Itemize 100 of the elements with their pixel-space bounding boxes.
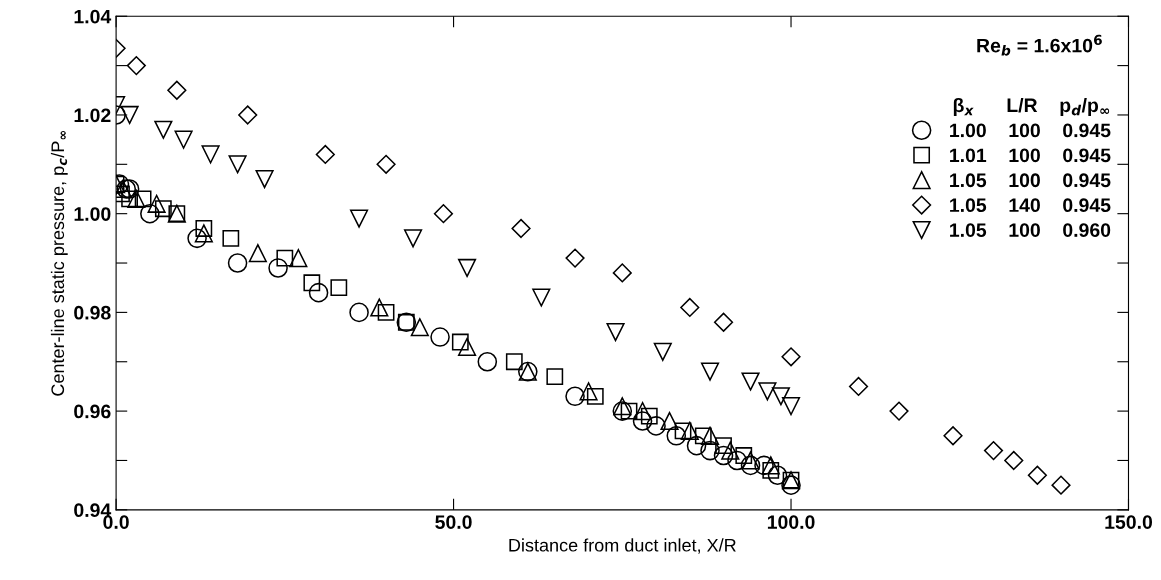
point [606, 323, 625, 342]
point [370, 298, 389, 317]
point [640, 407, 658, 425]
point [195, 220, 213, 237]
point [632, 411, 653, 431]
point [612, 263, 632, 283]
point [546, 368, 564, 385]
point [349, 302, 369, 323]
point [674, 422, 692, 440]
point [983, 440, 1004, 461]
point [666, 425, 687, 446]
point [167, 80, 187, 100]
point [532, 288, 551, 307]
point [781, 347, 801, 367]
point [700, 426, 720, 445]
legend-label: 1.05 100 0.960 [950, 223, 1111, 237]
point [349, 209, 369, 228]
point [120, 105, 139, 125]
x-tick-label: 150.0 [1105, 515, 1153, 529]
legend-label: 1.00 100 0.945 [950, 123, 1111, 138]
point [187, 228, 207, 249]
point [754, 455, 774, 476]
point [268, 258, 288, 278]
point [767, 465, 788, 486]
x-axis-title: Distance from duct inlet, X/R [509, 538, 736, 554]
point [660, 411, 679, 431]
point [721, 441, 740, 460]
point [248, 244, 267, 263]
point [238, 105, 258, 125]
point [741, 372, 760, 391]
point [430, 327, 450, 347]
point [1027, 465, 1047, 485]
point [579, 382, 598, 401]
point [457, 258, 477, 278]
point [586, 387, 604, 405]
point [222, 229, 240, 247]
point [781, 475, 801, 495]
point [1004, 450, 1024, 471]
y-tick-label: 0.98 [74, 305, 111, 320]
point [612, 401, 633, 421]
point [943, 426, 963, 446]
point [694, 427, 712, 445]
point [740, 455, 761, 476]
point [228, 155, 247, 174]
point [771, 387, 791, 406]
point [511, 218, 531, 239]
point [477, 351, 498, 372]
point [761, 456, 780, 475]
point [762, 461, 780, 479]
point [140, 203, 160, 224]
point [201, 145, 220, 164]
point [1051, 475, 1071, 495]
point [308, 282, 329, 303]
point [715, 437, 732, 455]
point [727, 450, 747, 471]
point [410, 318, 429, 337]
x-tick-label: 100.0 [767, 515, 815, 529]
point [505, 353, 523, 371]
y-tick-label: 1.02 [74, 108, 111, 123]
point [781, 397, 801, 416]
point [848, 376, 869, 397]
point [330, 279, 348, 297]
legend-label: 1.01 100 0.945 [950, 148, 1111, 163]
y-tick-label: 0.96 [74, 404, 111, 419]
point [403, 229, 423, 248]
point [194, 224, 213, 243]
point [147, 194, 166, 213]
point [565, 248, 585, 268]
legend-label: 1.05 100 0.945 [950, 173, 1111, 188]
y-tick-label: 1.00 [74, 207, 111, 221]
point [451, 333, 469, 351]
point [433, 204, 454, 224]
point [255, 170, 274, 189]
point [565, 386, 585, 407]
point [700, 362, 720, 381]
point [680, 421, 699, 440]
point [457, 337, 477, 357]
point [633, 402, 652, 421]
x-tick-label: 50.0 [435, 515, 472, 529]
annotation: Re$_{b}$ = 1.6x10$^{6}$ [977, 34, 1102, 56]
y-axis-title: Center-line static pressure, p$_{c}$/P$_{∞}$ [50, 131, 68, 396]
point [741, 451, 760, 470]
point [700, 440, 720, 461]
point [134, 190, 152, 208]
x-tick-label: 0.0 [103, 515, 129, 529]
point [620, 402, 638, 420]
point [377, 303, 395, 321]
point [713, 312, 734, 332]
point [713, 445, 734, 466]
point [289, 248, 308, 268]
point [227, 253, 248, 273]
point [613, 397, 632, 416]
point [889, 401, 909, 421]
y-tick-label: 0.94 [74, 503, 112, 518]
point [126, 55, 146, 76]
point [376, 154, 396, 174]
point [276, 249, 294, 267]
point [174, 130, 193, 149]
text: β$_{x}$ L/R p$_{d}$/p$_{∞}$ [953, 97, 1110, 117]
point [154, 200, 172, 218]
